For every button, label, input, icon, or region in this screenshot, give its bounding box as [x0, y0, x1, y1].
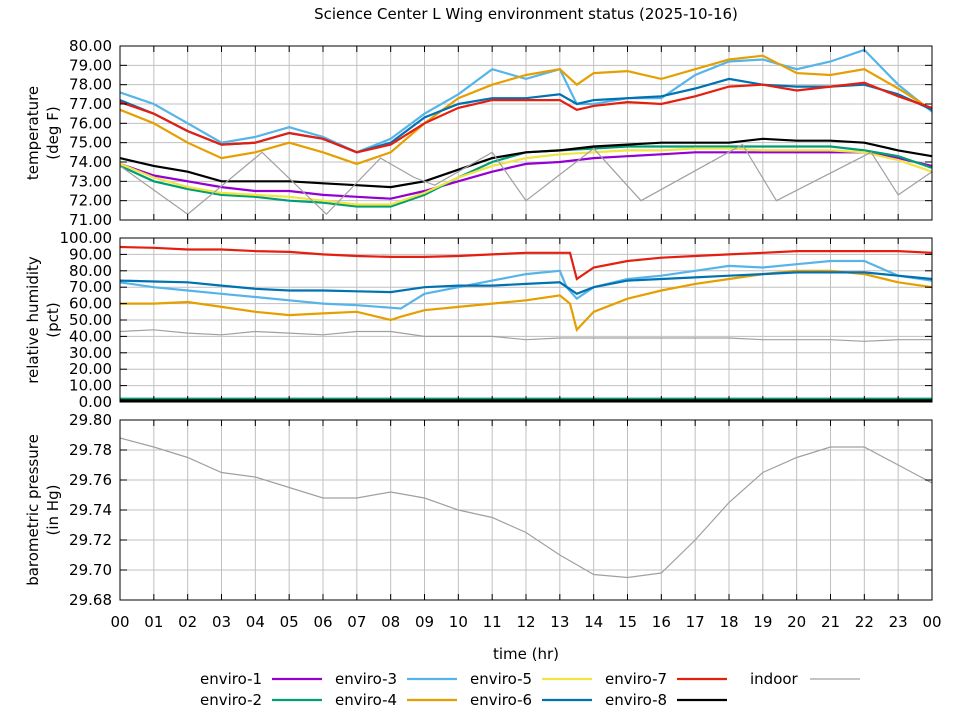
x-tick-label: 04	[246, 613, 265, 631]
series-temperature-enviro-8	[119, 137, 933, 189]
y-tick-label: 79.00	[69, 56, 112, 74]
panel-frame-humidity	[119, 237, 933, 403]
series-humidity-enviro-7	[119, 245, 933, 281]
x-tick-label: 08	[381, 613, 400, 631]
legend-label-enviro-1: enviro-1	[200, 670, 262, 688]
legend-label-enviro-4: enviro-4	[335, 691, 397, 709]
y-tick-label: 77.00	[69, 95, 112, 113]
y-tick-label: 30.00	[69, 344, 112, 362]
series-temperature-enviro-1	[119, 151, 933, 200]
y-tick-label: 20.00	[69, 360, 112, 378]
y-tick-label: 73.00	[69, 172, 112, 190]
y-axis-label-pressure: (in Hg)	[44, 485, 62, 536]
y-tick-label: 71.00	[69, 211, 112, 229]
x-tick-label: 20	[787, 613, 806, 631]
legend-label-enviro-7: enviro-7	[605, 670, 667, 688]
y-tick-label: 0.00	[79, 393, 112, 411]
legend-label-enviro-8: enviro-8	[605, 691, 667, 709]
x-axis-label: time (hr)	[493, 645, 559, 663]
y-tick-label: 29.68	[69, 591, 112, 609]
y-tick-label: 29.74	[69, 501, 112, 519]
series-pressure-indoor	[119, 437, 933, 579]
series-temperature-enviro-4	[119, 54, 933, 166]
y-axis-label-humidity: (pct)	[44, 302, 62, 337]
x-tick-label: 17	[686, 613, 705, 631]
series-temperature-indoor	[119, 143, 933, 216]
y-tick-label: 50.00	[69, 311, 112, 329]
x-tick-label: 06	[313, 613, 332, 631]
y-tick-label: 29.80	[69, 411, 112, 429]
legend-label-enviro-5: enviro-5	[470, 670, 532, 688]
y-tick-label: 90.00	[69, 245, 112, 263]
x-tick-label: 14	[584, 613, 603, 631]
x-tick-label: 11	[483, 613, 502, 631]
y-axis-label-pressure: barometric pressure	[24, 434, 42, 586]
y-tick-label: 78.00	[69, 76, 112, 94]
y-tick-label: 75.00	[69, 134, 112, 152]
series-humidity-enviro-6	[119, 271, 933, 296]
x-tick-label: 07	[347, 613, 366, 631]
y-tick-label: 29.72	[69, 531, 112, 549]
y-tick-label: 72.00	[69, 192, 112, 210]
x-tick-label: 19	[753, 613, 772, 631]
x-tick-label: 00	[110, 613, 129, 631]
legend-label-enviro-3: enviro-3	[335, 670, 397, 688]
x-tick-label: 02	[178, 613, 197, 631]
y-axis-label-temperature: (deg F)	[44, 106, 62, 159]
y-axis-label-temperature: temperature	[24, 86, 42, 180]
series-temperature-enviro-7	[119, 81, 933, 154]
chart-title: Science Center L Wing environment status…	[314, 5, 738, 23]
x-tick-label: 23	[889, 613, 908, 631]
x-tick-label: 10	[449, 613, 468, 631]
y-tick-label: 70.00	[69, 278, 112, 296]
x-tick-label: 00	[922, 613, 941, 631]
grid	[120, 45, 932, 601]
x-tick-label: 05	[280, 613, 299, 631]
y-tick-label: 29.70	[69, 561, 112, 579]
x-tick-label: 21	[821, 613, 840, 631]
legend-label-enviro-2: enviro-2	[200, 691, 262, 709]
panel-frame-pressure	[119, 419, 933, 601]
x-tick-label: 15	[618, 613, 637, 631]
y-tick-label: 76.00	[69, 114, 112, 132]
x-tick-label: 22	[855, 613, 874, 631]
y-tick-label: 60.00	[69, 295, 112, 313]
series-temperature-enviro-3	[119, 48, 933, 154]
series-humidity-indoor	[119, 329, 932, 342]
y-tick-label: 29.76	[69, 471, 112, 489]
y-tick-label: 40.00	[69, 327, 112, 345]
x-tick-label: 09	[415, 613, 434, 631]
legend: enviro-1 enviro-2 enviro-3 enviro-4 enviro-5…	[200, 670, 860, 709]
series-temperature-enviro-5	[119, 147, 933, 206]
y-axis-label-humidity: relative humidity	[24, 256, 42, 384]
y-tick-label: 80.00	[69, 262, 112, 280]
x-tick-label: 13	[550, 613, 569, 631]
legend-label-enviro-6: enviro-6	[470, 691, 532, 709]
y-tick-label: 80.00	[69, 37, 112, 55]
x-tick-label: 16	[652, 613, 671, 631]
x-tick-label: 18	[719, 613, 738, 631]
y-tick-label: 29.78	[69, 441, 112, 459]
x-tick-label: 01	[144, 613, 163, 631]
x-tick-label: 03	[212, 613, 231, 631]
legend-label-indoor: indoor	[750, 670, 799, 688]
x-tick-label: 12	[516, 613, 535, 631]
y-tick-label: 74.00	[69, 153, 112, 171]
y-tick-label: 10.00	[69, 377, 112, 395]
series-humidity-enviro-3	[119, 259, 933, 310]
panel-frame-temperature	[119, 45, 933, 221]
y-tick-label: 100.00	[60, 229, 113, 247]
